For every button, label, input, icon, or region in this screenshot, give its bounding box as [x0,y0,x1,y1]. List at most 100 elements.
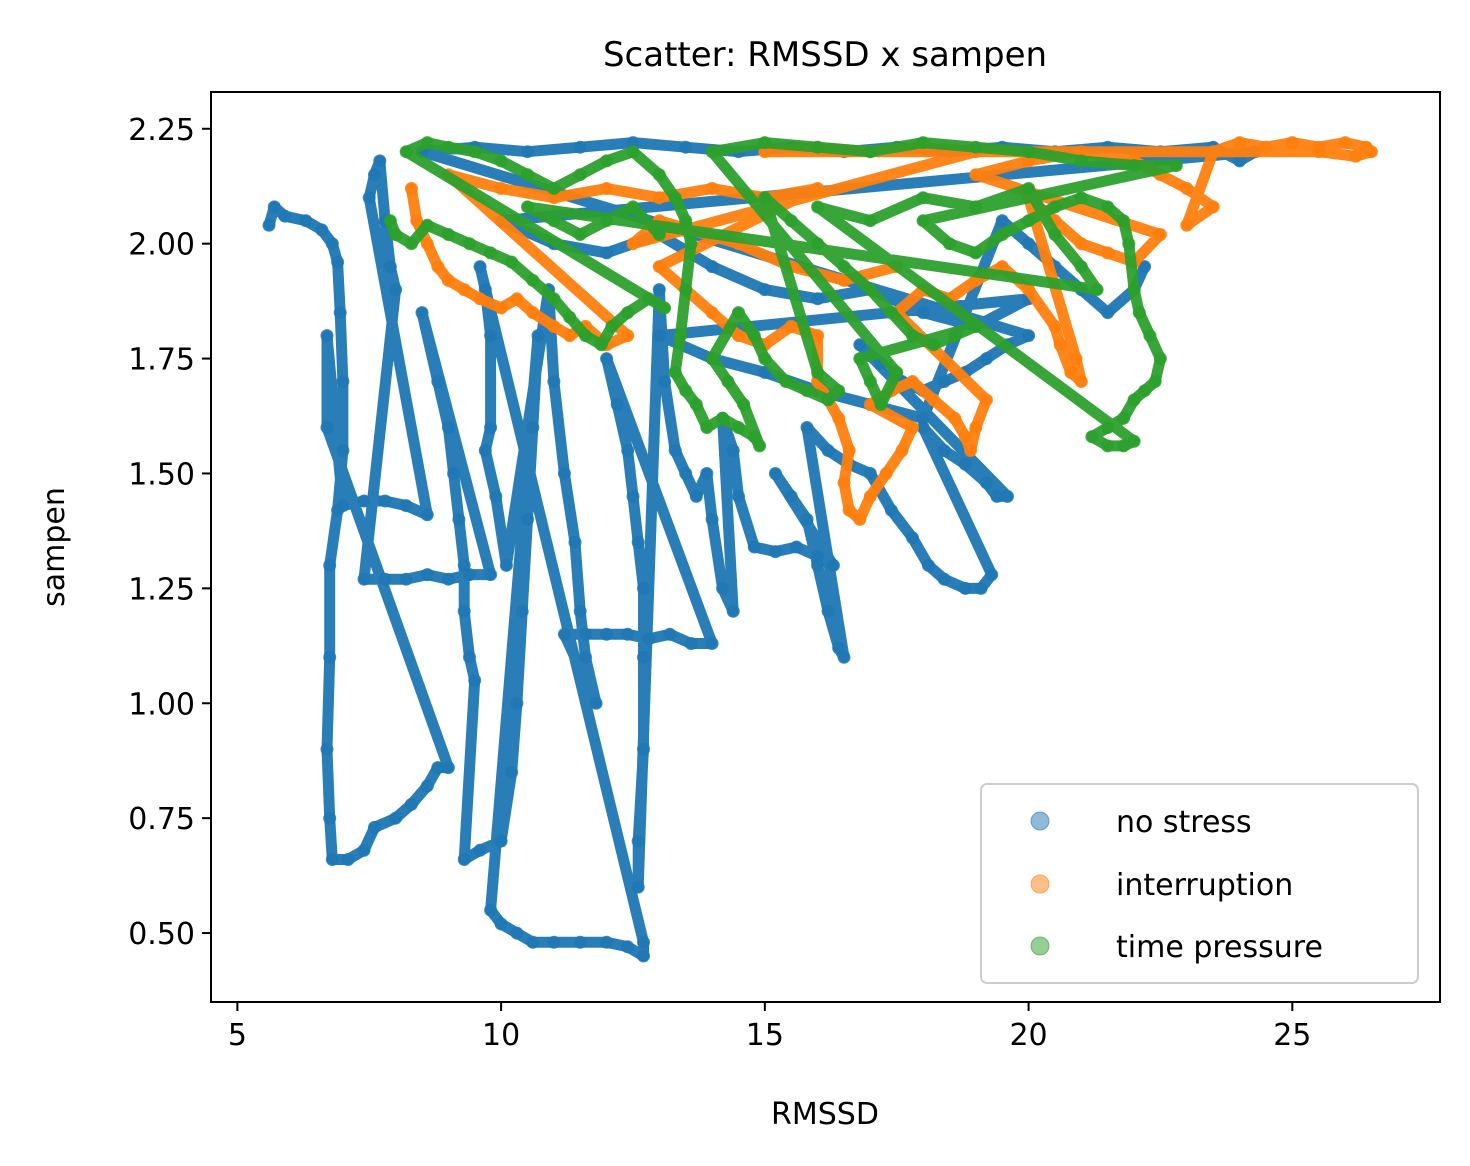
data-point [747,329,761,343]
data-point [1153,352,1167,366]
plot-frame [210,91,1441,1003]
data-point [336,375,350,388]
data-point [937,375,951,388]
data-point [320,742,334,756]
x-tick-label: 10 [482,1018,520,1053]
data-point [557,467,571,480]
data-point [716,581,730,595]
data-point [441,761,455,775]
data-point [320,421,334,434]
data-point [368,820,381,834]
data-point [990,489,1004,503]
data-point [1138,260,1152,274]
data-point [784,319,798,333]
data-point [1101,421,1115,434]
data-point [473,292,487,306]
data-point [473,260,487,274]
data-point [853,338,867,352]
data-point [1085,430,1099,444]
data-point [668,191,682,205]
data-point [673,329,687,343]
y-axis-label: sampen [37,487,72,607]
data-point [267,200,281,214]
x-tick-label: 5 [228,1018,247,1053]
data-point [420,779,434,793]
data-point [547,935,561,949]
data-point [705,145,719,159]
data-point [642,632,656,646]
data-point [705,306,719,320]
data-point [531,329,545,343]
data-point [821,444,835,457]
data-point [431,260,445,274]
data-point [441,572,455,586]
data-point [863,489,877,503]
data-point [473,843,487,857]
data-point [1127,283,1141,297]
data-point [779,375,793,388]
data-point [906,375,919,388]
data-point [679,283,693,297]
data-point [526,421,540,434]
data-point [626,489,640,503]
data-point [1349,149,1363,163]
data-point [484,246,498,260]
data-point [637,581,650,595]
data-point [579,627,592,641]
data-point [837,273,851,287]
data-point [505,255,519,269]
data-point [515,604,529,618]
data-point [689,398,703,411]
data-point [368,168,381,182]
data-point [668,444,682,457]
data-point [1127,393,1141,407]
data-point [331,255,345,269]
data-point [705,260,719,274]
legend: no stress interruption time pressure [980,783,1419,984]
data-point [373,154,387,168]
data-point [863,145,877,159]
data-point [594,338,608,352]
x-tick-label: 15 [746,1018,784,1053]
data-point [758,352,772,366]
data-point [547,214,561,228]
data-layer [262,136,1378,963]
data-point [684,637,698,650]
data-point [916,136,930,150]
data-point [621,329,635,343]
data-point [389,283,403,297]
data-point [315,223,329,237]
data-point [637,949,650,963]
data-point [333,306,347,320]
data-point [758,283,772,297]
data-point [526,935,540,949]
data-point [737,398,751,411]
data-point [521,145,534,159]
data-point [626,200,640,214]
data-point [521,168,534,182]
data-point [600,627,614,641]
data-point [995,228,1009,241]
data-point [621,627,635,641]
data-point [863,467,877,480]
data-point [969,168,983,182]
legend-box [980,783,1419,984]
data-point [441,228,455,241]
data-point [341,853,355,866]
data-point [399,572,413,586]
data-point [637,650,650,664]
data-point [1101,306,1115,320]
data-point [842,503,856,517]
data-point [811,558,825,572]
data-point [441,140,455,154]
data-point [652,260,666,274]
data-point [378,494,392,508]
data-point [979,476,993,490]
data-point [842,444,856,457]
data-point [652,191,666,205]
data-point [399,145,413,159]
data-point [404,237,418,251]
data-point [494,301,508,315]
data-point [969,140,983,154]
data-point [1169,159,1183,172]
